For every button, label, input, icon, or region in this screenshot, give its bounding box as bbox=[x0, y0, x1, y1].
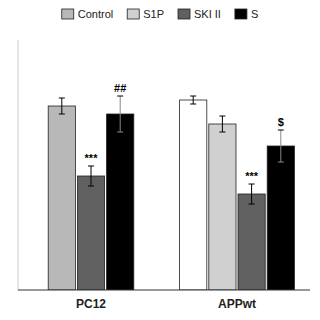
error-cap bbox=[88, 166, 94, 167]
bar bbox=[238, 194, 265, 290]
chart: *** ## *** $ PC12 APPwt Control S1P SKI II S bbox=[0, 0, 320, 320]
legend-swatch bbox=[62, 9, 74, 19]
error-cap bbox=[278, 162, 284, 163]
error-bar bbox=[59, 98, 65, 114]
error-line bbox=[193, 96, 194, 104]
error-cap bbox=[249, 184, 255, 185]
error-cap bbox=[219, 132, 225, 133]
bar bbox=[209, 124, 236, 290]
bars bbox=[48, 96, 294, 290]
x-axis-line bbox=[18, 290, 310, 291]
error-cap bbox=[190, 104, 196, 105]
error-cap bbox=[249, 204, 255, 205]
bar bbox=[180, 100, 207, 290]
bar bbox=[77, 176, 104, 290]
error-line bbox=[251, 184, 252, 204]
error-line bbox=[280, 130, 281, 162]
annotation: *** bbox=[85, 152, 99, 164]
annotation: $ bbox=[278, 116, 284, 128]
y-axis-line bbox=[18, 40, 19, 290]
annotation: ## bbox=[114, 82, 126, 94]
legend-label: S1P bbox=[143, 8, 164, 20]
background bbox=[0, 0, 320, 320]
legend-item: S bbox=[235, 8, 258, 20]
annotations: *** ## *** $ bbox=[85, 82, 284, 182]
error-cap bbox=[278, 130, 284, 131]
bar bbox=[267, 146, 294, 290]
error-bar bbox=[219, 116, 225, 132]
error-cap bbox=[88, 186, 94, 187]
legend-label: SKI II bbox=[194, 8, 221, 20]
error-bar bbox=[117, 96, 123, 132]
error-cap bbox=[117, 132, 123, 133]
error-bar bbox=[278, 130, 284, 162]
x-tick-label: APPwt bbox=[218, 297, 256, 311]
error-bar bbox=[88, 166, 94, 186]
legend-label: S bbox=[251, 8, 258, 20]
legend: Control S1P SKI II S bbox=[62, 8, 259, 20]
error-bar bbox=[190, 96, 196, 104]
legend-swatch bbox=[127, 9, 139, 19]
error-cap bbox=[59, 98, 65, 99]
bar bbox=[48, 106, 75, 290]
legend-item: SKI II bbox=[178, 8, 221, 20]
legend-item: Control bbox=[62, 8, 113, 20]
legend-swatch bbox=[235, 9, 247, 19]
error-cap bbox=[219, 116, 225, 117]
bar bbox=[107, 114, 134, 290]
error-bar bbox=[249, 184, 255, 204]
error-cap bbox=[117, 96, 123, 97]
x-tick-label: PC12 bbox=[76, 297, 106, 311]
legend-label: Control bbox=[78, 8, 113, 20]
error-line bbox=[120, 96, 121, 132]
error-line bbox=[91, 166, 92, 186]
error-line bbox=[222, 116, 223, 132]
error-cap bbox=[59, 114, 65, 115]
error-line bbox=[61, 98, 62, 114]
legend-item: S1P bbox=[127, 8, 164, 20]
legend-swatch bbox=[178, 9, 190, 19]
annotation: *** bbox=[245, 170, 259, 182]
error-cap bbox=[190, 96, 196, 97]
